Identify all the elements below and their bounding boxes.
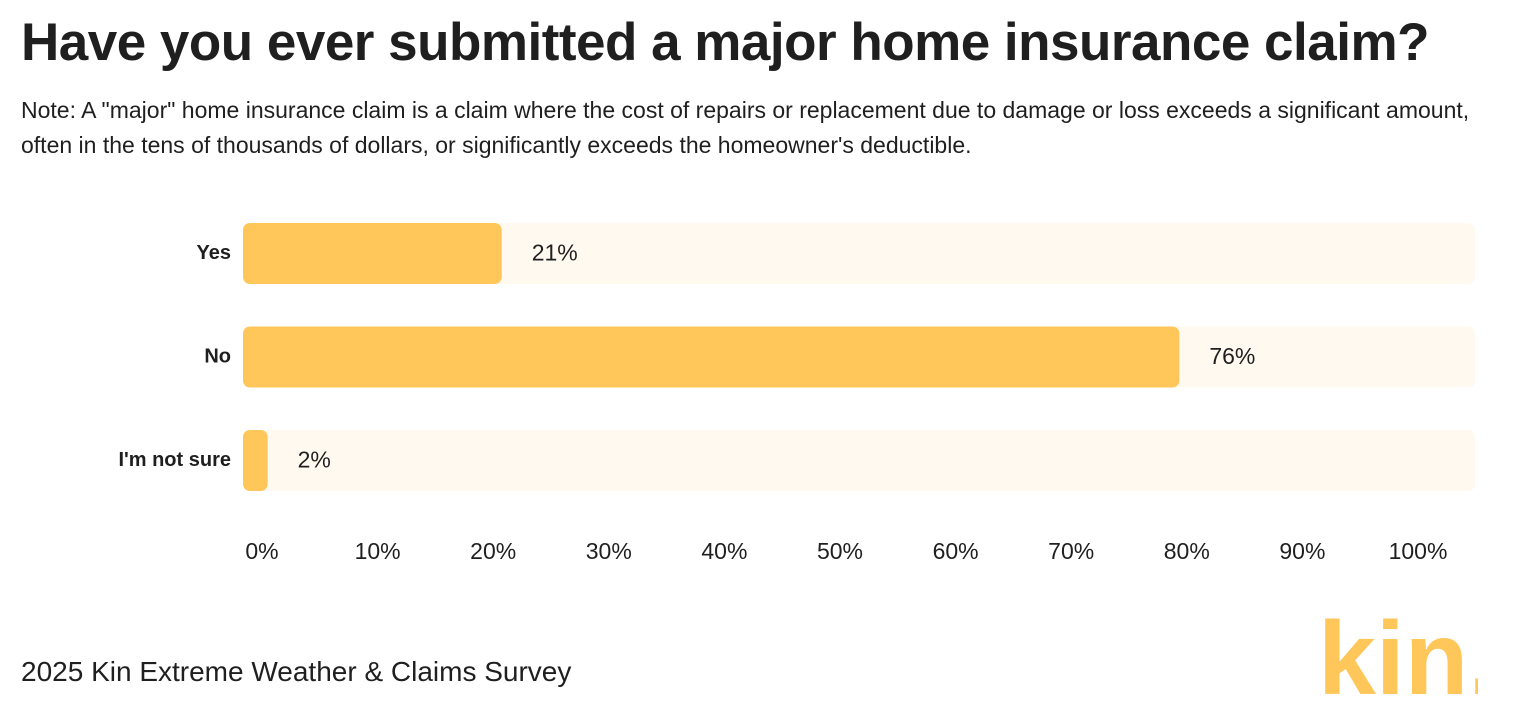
bar-i-m-not-sure [243,430,268,491]
x-tick-label: 80% [1164,538,1210,564]
x-tick-label: 90% [1279,538,1325,564]
x-tick-label: 100% [1389,538,1448,564]
bars-layer: Yes 21% No 76% I'm not sure 2% [118,223,1475,491]
x-tick-label: 70% [1048,538,1094,564]
category-label-i-m-not-sure: I'm not sure [118,449,231,471]
kin-logo: kin. [1318,601,1478,700]
chart-title: Have you ever submitted a major home ins… [21,13,1429,72]
bar-yes [243,223,502,284]
category-label-yes: Yes [197,242,231,264]
value-label-i-m-not-sure: 2% [298,447,331,473]
value-label-yes: 21% [532,240,578,266]
kin-logo-text: kin. [1318,601,1478,700]
x-tick-label: 0% [245,538,278,564]
x-tick-label: 10% [355,538,401,564]
survey-source: 2025 Kin Extreme Weather & Claims Survey [21,656,572,687]
x-tick-label: 60% [933,538,979,564]
bar-no [243,326,1180,388]
x-tick-label: 20% [470,538,516,564]
category-label-no: No [204,345,231,367]
x-tick-label: 30% [586,538,632,564]
bar-track-yes [243,223,1475,284]
x-tick-label: 50% [817,538,863,564]
value-label-no: 76% [1209,343,1255,369]
x-tick-label: 40% [701,538,747,564]
chart-note: Note: A "major" home insurance claim is … [21,97,1470,158]
bar-track-i-m-not-sure [243,430,1475,491]
x-axis-ticks: 0% 10% 20% 30% 40% 50% 60% 70% 80% 90% 100% [245,538,1447,564]
bar-chart: Yes 21% No 76% I'm not sure 2% 0% 10% 20% 30% 40%… [118,223,1475,564]
